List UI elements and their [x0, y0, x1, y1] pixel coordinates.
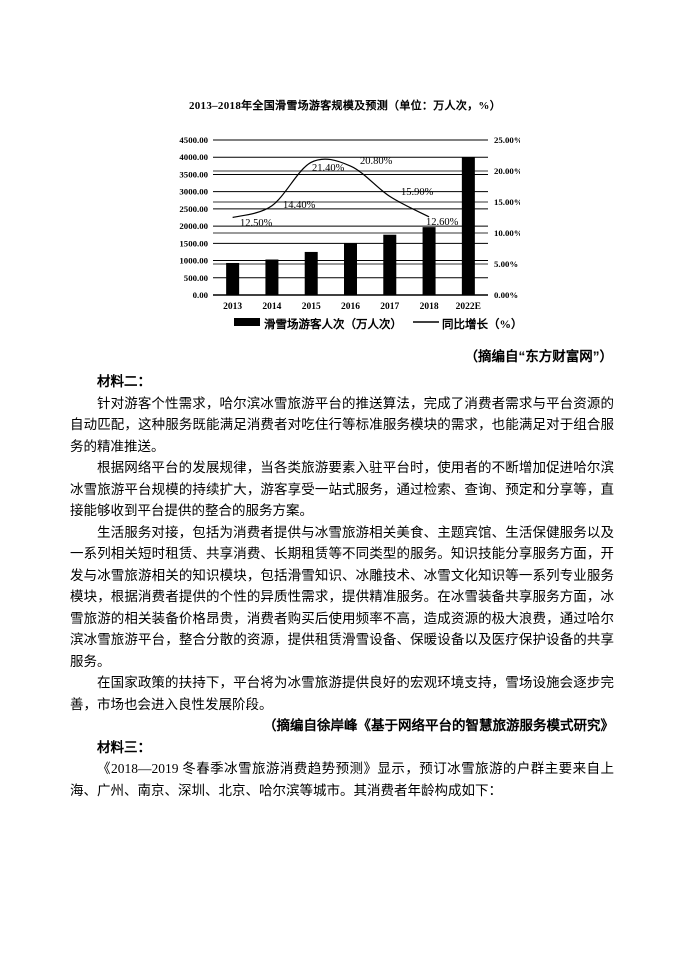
legend-line-label: 同比增长（%）	[442, 317, 520, 331]
line-point-label: 12.60%	[426, 217, 459, 228]
material3-paragraph-1: 《2018—2019 冬春季冰雪旅游消费趋势预测》显示，预订冰雪旅游的户群主要来…	[70, 761, 614, 798]
legend-bar-label: 滑雪场游客人次（万人次）	[264, 317, 402, 331]
category-label-2015: 2015	[302, 302, 321, 312]
material2-source-note: （摘编自徐岸峰《基于网络平台的智慧旅游服务模式研究》	[263, 718, 614, 733]
material2-paragraph-1: 针对游客个性需求，哈尔滨冰雪旅游平台的推送算法，完成了消费者需求与平台资源的自动…	[70, 395, 614, 454]
line-point-label: 20.80%	[360, 156, 393, 167]
right-axis-tick: 25.00%	[494, 135, 520, 145]
chart-source-note: （摘编自“东方财富网”）	[464, 349, 614, 364]
right-axis-tick: 10.00%	[494, 228, 520, 238]
growth-line-series	[232, 158, 430, 219]
bar-2014	[265, 259, 279, 295]
right-axis-tick: 5.00%	[494, 259, 518, 269]
bar-2017	[383, 234, 397, 295]
material2-paragraph-4: 在国家政策的扶持下，平台将为冰雪旅游提供良好的宏观环境支持，雪场设施会逐步完善，…	[70, 675, 614, 712]
category-label-2017: 2017	[380, 302, 399, 312]
left-axis-tick: 500.00	[184, 273, 209, 283]
reading-passage: 材料二： 针对游客个性需求，哈尔滨冰雪旅游平台的推送算法，完成了消费者需求与平台…	[70, 371, 614, 801]
left-axis-tick: 1500.00	[179, 238, 208, 248]
left-axis-tick: 1000.00	[179, 256, 208, 266]
bar-2018	[422, 227, 436, 295]
left-axis-tick: 3500.00	[179, 169, 208, 179]
material2-heading: 材料二：	[97, 374, 151, 389]
line-point-label: 21.40%	[312, 163, 345, 174]
material3-heading: 材料三：	[97, 739, 151, 755]
left-axis-tick: 3000.00	[179, 187, 208, 197]
material2-paragraph-3: 生活服务对接，包括为消费者提供与冰雪旅游相关美食、主题宾馆、生活保健服务以及一系…	[70, 524, 614, 669]
category-label-2013: 2013	[223, 302, 242, 312]
combo-chart-canvas: 12.50% 14.40% 21.40% 20.80% 15.90% 12.60% 0.00…	[179, 135, 520, 331]
bar-2013	[226, 262, 240, 295]
right-axis-tick: 15.00%	[494, 197, 520, 207]
bar-2015	[304, 251, 318, 295]
left-axis-tick: 2500.00	[179, 204, 208, 214]
category-label-2018: 2018	[420, 302, 439, 312]
material2-paragraph-2: 根据网络平台的发展规律，当各类旅游要素入驻平台时，使用者的不断增加促进哈尔滨冰雪…	[70, 460, 614, 518]
legend-bar-swatch	[234, 318, 260, 326]
left-axis-tick: 4000.00	[179, 152, 208, 162]
left-axis-tick: 4500.00	[179, 135, 208, 145]
line-point-label: 15.90%	[401, 187, 434, 198]
right-axis-tick: 0.00%	[494, 290, 518, 300]
bar-2016	[344, 242, 357, 295]
ski-visitors-chart: 2013–2018年全国滑雪场游客规模及预测（单位：万人次，%） 12.50% 1…	[170, 98, 520, 338]
chart-title: 2013–2018年全国滑雪场游客规模及预测（单位：万人次，%）	[188, 100, 502, 112]
line-point-label: 14.40%	[283, 200, 316, 211]
right-axis-tick: 20.00%	[494, 166, 520, 176]
category-label-2014: 2014	[262, 302, 281, 312]
left-axis-tick: 2000.00	[179, 221, 208, 231]
category-label-2022E: 2022E	[456, 302, 481, 312]
category-label-2016: 2016	[341, 302, 360, 312]
left-axis-tick: 0.00	[193, 290, 209, 300]
bar-2022E	[461, 157, 475, 295]
line-point-label: 12.50%	[240, 218, 273, 229]
